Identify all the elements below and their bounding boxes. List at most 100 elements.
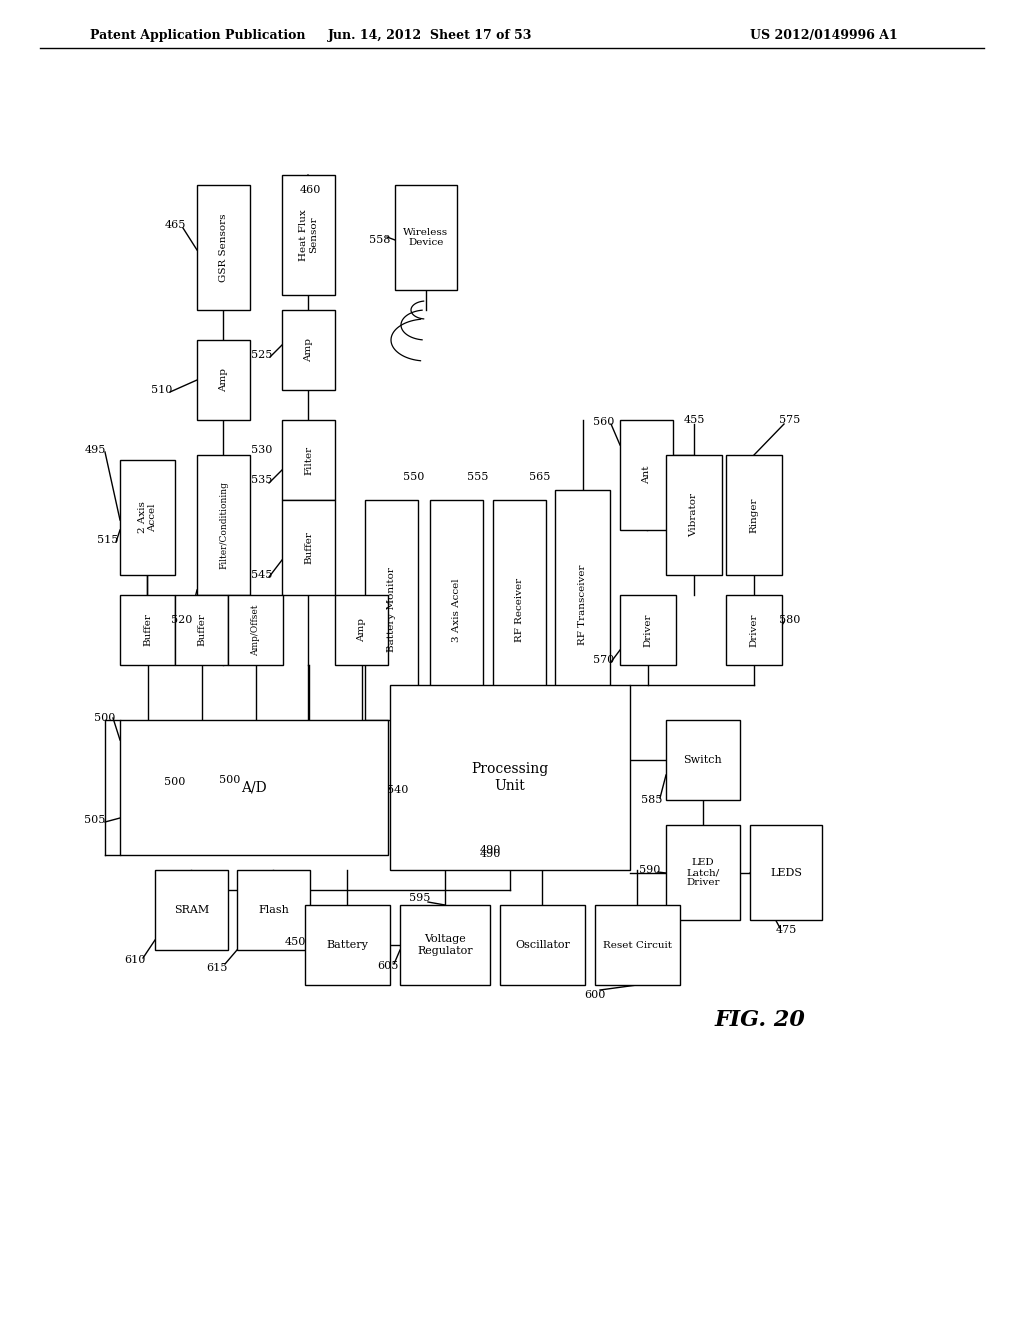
Text: Oscillator: Oscillator	[515, 940, 570, 950]
Bar	[750, 825, 822, 920]
Text: LEDS: LEDS	[770, 867, 802, 878]
Text: 500: 500	[164, 777, 185, 787]
Text: 600: 600	[585, 990, 605, 1001]
Text: 2 Axis
Accel: 2 Axis Accel	[138, 502, 158, 533]
Text: SRAM: SRAM	[174, 906, 209, 915]
Text: 505: 505	[84, 814, 105, 825]
Bar	[282, 310, 335, 389]
Text: 490: 490	[479, 849, 501, 859]
Bar	[666, 825, 740, 920]
Text: 495: 495	[84, 445, 105, 455]
Text: 535: 535	[251, 475, 272, 484]
Bar	[282, 420, 335, 500]
Text: 540: 540	[387, 785, 409, 795]
Text: 605: 605	[377, 961, 398, 972]
Text: 460: 460	[299, 185, 321, 195]
Text: Vibrator: Vibrator	[689, 492, 698, 537]
Text: Buffer: Buffer	[143, 614, 152, 647]
Bar	[595, 906, 680, 985]
Bar	[282, 176, 335, 294]
Bar	[430, 500, 483, 719]
Text: 500: 500	[219, 775, 241, 785]
Text: Battery: Battery	[327, 940, 369, 950]
Text: Ringer: Ringer	[750, 498, 759, 533]
Bar	[197, 455, 250, 595]
Text: 545: 545	[251, 570, 272, 579]
Text: 565: 565	[529, 473, 551, 482]
Bar	[120, 719, 388, 855]
Bar	[620, 595, 676, 665]
Text: 585: 585	[641, 795, 663, 805]
Text: A/D: A/D	[242, 780, 267, 795]
Text: 465: 465	[164, 220, 185, 230]
Text: 525: 525	[251, 350, 272, 360]
Text: RF Receiver: RF Receiver	[515, 578, 524, 642]
Text: FIG. 20: FIG. 20	[715, 1008, 806, 1031]
Text: 558: 558	[370, 235, 391, 246]
Text: 490: 490	[479, 845, 501, 855]
Bar	[305, 906, 390, 985]
Text: US 2012/0149996 A1: US 2012/0149996 A1	[750, 29, 898, 41]
Text: RF Transceiver: RF Transceiver	[578, 565, 587, 645]
Text: Filter/Conditioning: Filter/Conditioning	[219, 480, 228, 569]
Text: Flash: Flash	[258, 906, 289, 915]
Text: Ant: Ant	[642, 466, 651, 484]
Text: 520: 520	[171, 615, 193, 624]
Text: 475: 475	[775, 925, 797, 935]
Bar	[237, 870, 310, 950]
Text: Processing
Unit: Processing Unit	[471, 763, 549, 792]
Bar	[400, 906, 490, 985]
Text: 450: 450	[285, 937, 306, 946]
Bar	[500, 906, 585, 985]
Text: Voltage
Regulator: Voltage Regulator	[417, 935, 473, 956]
Bar	[493, 500, 546, 719]
Bar	[155, 870, 228, 950]
Bar	[120, 595, 175, 665]
Bar	[620, 420, 673, 531]
Text: Buffer: Buffer	[197, 614, 206, 647]
Bar	[335, 595, 388, 665]
Text: Heat Flux
Sensor: Heat Flux Sensor	[299, 209, 318, 261]
Text: 570: 570	[593, 655, 614, 665]
Text: 590: 590	[639, 865, 660, 875]
Text: 510: 510	[152, 385, 173, 395]
Bar	[390, 685, 630, 870]
Bar	[197, 185, 250, 310]
Text: 615: 615	[206, 964, 227, 973]
Text: Driver: Driver	[643, 614, 652, 647]
Text: 3 Axis Accel: 3 Axis Accel	[452, 578, 461, 642]
Text: 500: 500	[94, 713, 116, 723]
Text: Filter: Filter	[304, 445, 313, 475]
Text: 550: 550	[403, 473, 425, 482]
Text: 595: 595	[410, 894, 431, 903]
Bar	[666, 719, 740, 800]
Text: Switch: Switch	[684, 755, 722, 766]
Bar	[120, 459, 175, 576]
Text: Patent Application Publication: Patent Application Publication	[90, 29, 305, 41]
Text: Battery Monitor: Battery Monitor	[387, 568, 396, 652]
Bar	[197, 341, 250, 420]
Text: Amp/Offset: Amp/Offset	[251, 605, 260, 656]
Text: Reset Circuit: Reset Circuit	[603, 940, 672, 949]
Text: 555: 555	[467, 473, 488, 482]
Text: Jun. 14, 2012  Sheet 17 of 53: Jun. 14, 2012 Sheet 17 of 53	[328, 29, 532, 41]
Text: 610: 610	[124, 954, 145, 965]
Text: 560: 560	[593, 417, 614, 426]
Bar	[666, 455, 722, 576]
Bar	[175, 595, 228, 665]
Text: GSR Sensors: GSR Sensors	[219, 214, 228, 281]
Text: Buffer: Buffer	[304, 531, 313, 564]
Text: 515: 515	[97, 535, 119, 545]
Text: Wireless
Device: Wireless Device	[403, 228, 449, 247]
Bar	[282, 500, 335, 595]
Text: Amp: Amp	[219, 368, 228, 392]
Text: LED
Latch/
Driver: LED Latch/ Driver	[686, 858, 720, 887]
Bar	[395, 185, 457, 290]
Text: 530: 530	[251, 445, 272, 455]
Bar	[726, 595, 782, 665]
Text: 575: 575	[779, 414, 801, 425]
Text: Driver: Driver	[750, 614, 759, 647]
Text: 580: 580	[779, 615, 801, 624]
Bar	[555, 490, 610, 719]
Text: Amp: Amp	[357, 618, 366, 642]
